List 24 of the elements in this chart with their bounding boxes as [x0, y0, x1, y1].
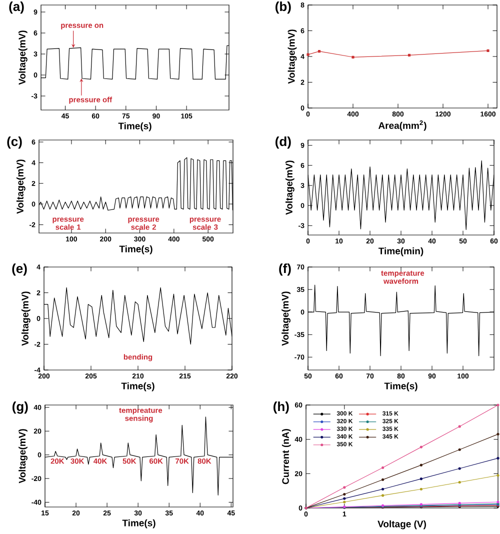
chart-title: (f) — [279, 264, 291, 276]
y-axis-title: Voltage(mV) — [285, 160, 294, 215]
y-axis-title: Voltage(mV) — [282, 292, 290, 346]
x-axis-title: Time(s) — [119, 245, 152, 254]
y-axis-title: Voltage(mV) — [288, 30, 297, 84]
x-axis-title: Time(s) — [384, 382, 418, 392]
x-axis-title: Time(s) — [122, 519, 156, 528]
chart-title: (a) — [9, 2, 24, 14]
x-axis-title: Time(s) — [121, 382, 154, 392]
chart-title: (c) — [7, 136, 22, 149]
y-axis-title: Voltage(mV) — [18, 30, 28, 85]
x-axis-title: Area(mm$^{2}$) — [378, 120, 426, 131]
x-axis-title: Voltage (V) — [378, 520, 426, 530]
y-axis-title: Voltage(mV) — [16, 160, 26, 214]
chart-title: (g) — [12, 402, 28, 414]
chart-title: (e) — [12, 264, 27, 276]
chart-title: (h) — [274, 402, 289, 414]
chart-title: (b) — [276, 2, 291, 14]
chart-title: (d) — [276, 136, 291, 149]
x-axis-title: Time(min) — [378, 247, 424, 256]
y-axis-title: Voltage(mV) — [21, 292, 30, 346]
x-axis-title: Time(s) — [118, 122, 152, 132]
y-axis-title: Current (nA) — [282, 429, 291, 484]
y-axis-title: Voltage(mV) — [18, 429, 28, 484]
